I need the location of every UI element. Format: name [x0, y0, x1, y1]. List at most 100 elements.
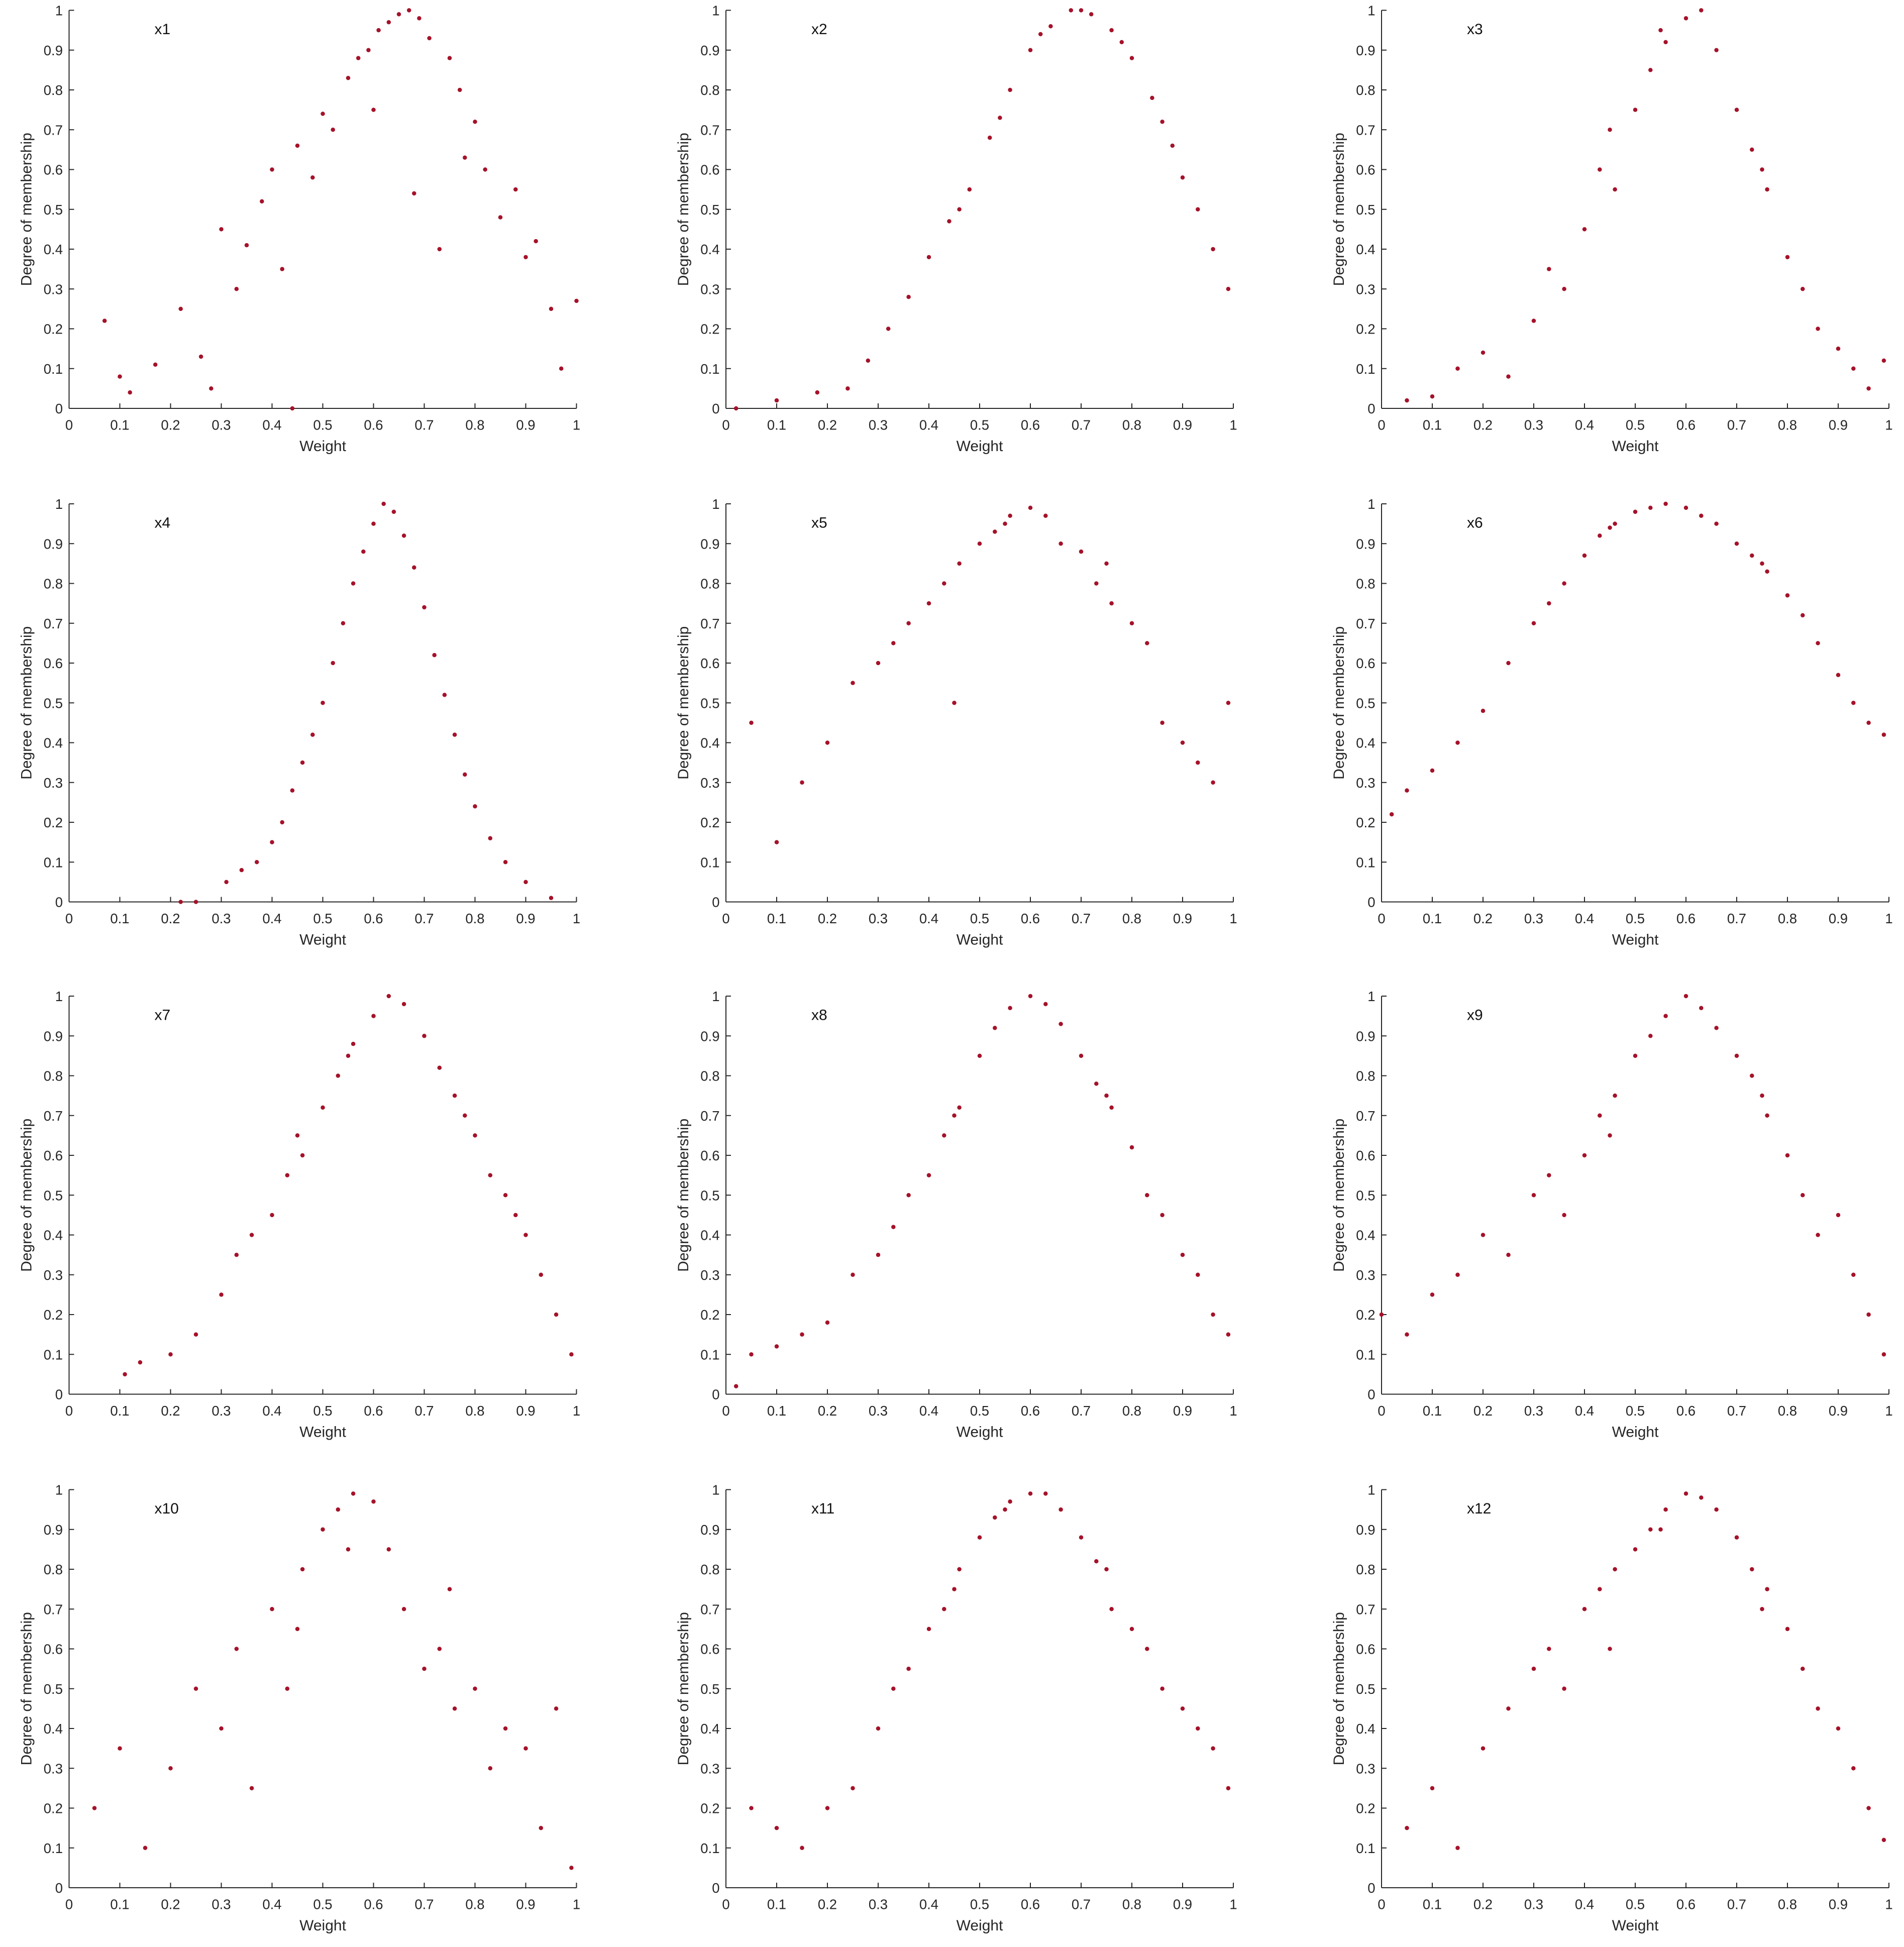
scatter-point: [1226, 701, 1231, 705]
scatter-point: [366, 48, 371, 53]
scatter-point: [1785, 255, 1790, 260]
scatter-point: [1430, 768, 1435, 773]
x-tick-label: 0.4: [1575, 417, 1594, 433]
scatter-point: [1455, 366, 1460, 371]
y-tick-label: 1: [712, 989, 719, 1004]
scatter-point: [1801, 613, 1805, 618]
scatter-point: [346, 75, 351, 80]
y-tick-label: 0.3: [700, 775, 719, 791]
scatter-point: [503, 860, 508, 864]
scatter-point: [118, 374, 122, 379]
scatter-point: [168, 1766, 173, 1771]
x-tick-label: 0.5: [1626, 911, 1645, 926]
y-tick-label: 0.2: [700, 815, 719, 830]
x-tick-label: 0.9: [516, 911, 535, 926]
scatter-point: [260, 199, 264, 204]
scatter-point: [1613, 521, 1617, 526]
scatter-point: [1836, 1726, 1841, 1731]
scatter-point: [346, 1053, 351, 1058]
scatter-point: [749, 720, 754, 725]
subplot-title: x5: [811, 515, 827, 531]
scatter-point: [942, 581, 946, 586]
y-axis-label: Degree of membership: [1331, 1612, 1347, 1765]
y-tick-label: 1: [712, 496, 719, 512]
scatter-point: [92, 1806, 97, 1810]
y-tick-label: 0.8: [700, 576, 719, 592]
x-axis-label: Weight: [957, 1424, 1003, 1441]
y-tick-label: 0: [712, 1387, 719, 1402]
y-tick-label: 0.8: [1356, 576, 1375, 592]
scatter-point: [1765, 1587, 1769, 1591]
x-tick-label: 1: [573, 1897, 580, 1912]
y-tick-label: 0.7: [44, 1601, 63, 1617]
scatter-point: [386, 1547, 391, 1552]
scatter-point: [1648, 505, 1653, 510]
scatter-point: [1836, 1213, 1841, 1218]
scatter-point: [539, 1825, 544, 1830]
x-tick-label: 0.8: [465, 911, 484, 926]
scatter-point: [193, 1686, 198, 1691]
y-tick-label: 0.9: [44, 536, 63, 552]
y-tick-label: 0.3: [1356, 281, 1375, 297]
scatter-point: [178, 900, 183, 904]
y-tick-label: 1: [55, 989, 63, 1004]
y-tick-label: 0.1: [700, 854, 719, 870]
x-tick-label: 0.9: [1829, 417, 1848, 433]
y-tick-label: 0: [55, 1880, 63, 1896]
x-tick-label: 0.8: [1122, 911, 1141, 926]
scatter-point: [1379, 1312, 1384, 1317]
scatter-point: [733, 1384, 738, 1388]
y-tick-label: 0.1: [1356, 361, 1375, 377]
scatter-point: [947, 219, 951, 224]
scatter-point: [1714, 521, 1719, 526]
y-tick-label: 1: [1367, 1482, 1375, 1498]
scatter-point: [422, 1034, 427, 1038]
scatter-point: [1582, 1153, 1587, 1158]
scatter-point: [452, 732, 457, 737]
x-tick-label: 0.5: [313, 417, 332, 433]
x-tick-label: 0: [1378, 1403, 1385, 1419]
x-tick-label: 0: [722, 1403, 729, 1419]
x-tick-label: 0.4: [1575, 1403, 1594, 1419]
scatter-point: [123, 1372, 127, 1377]
x-tick-label: 0.8: [1778, 911, 1797, 926]
scatter-point: [993, 529, 997, 534]
y-tick-label: 0.8: [1356, 1562, 1375, 1577]
scatter-point: [432, 653, 437, 658]
x-axis-label: Weight: [957, 932, 1003, 948]
x-tick-label: 0.3: [1524, 1403, 1543, 1419]
x-tick-label: 0.9: [1173, 417, 1192, 433]
scatter-point: [1129, 56, 1134, 60]
scatter-point: [987, 135, 992, 140]
scatter-point: [942, 1607, 946, 1611]
scatter-point: [1836, 346, 1841, 351]
scatter-point: [774, 398, 779, 403]
x-tick-label: 0.1: [767, 1897, 786, 1912]
scatter-point: [1430, 1786, 1435, 1791]
scatter-point: [1211, 780, 1215, 785]
x-tick-label: 0.4: [1575, 911, 1594, 926]
y-tick-label: 1: [712, 3, 719, 19]
scatter-point: [1506, 374, 1511, 379]
scatter-point: [1881, 1837, 1886, 1843]
scatter-point: [463, 772, 467, 777]
scatter-point: [1816, 1233, 1820, 1237]
subplot-title: x12: [1467, 1500, 1491, 1517]
scatter-point: [1129, 1145, 1134, 1150]
x-tick-label: 0.3: [1524, 1897, 1543, 1912]
x-tick-label: 1: [573, 1403, 580, 1419]
y-tick-label: 1: [712, 1482, 719, 1498]
x-tick-label: 0.6: [1676, 911, 1696, 926]
x-tick-label: 0.1: [110, 417, 129, 433]
scatter-point: [1866, 1806, 1871, 1810]
x-tick-label: 0.6: [1021, 1403, 1040, 1419]
y-tick-label: 0.6: [44, 1642, 63, 1657]
y-tick-label: 0.7: [1356, 122, 1375, 138]
scatter-point: [295, 1133, 300, 1138]
scatter-point: [1633, 509, 1638, 514]
subplot-title: x1: [155, 21, 171, 38]
scatter-point: [1170, 143, 1175, 148]
y-tick-label: 0: [712, 401, 719, 416]
x-tick-label: 0.5: [970, 911, 989, 926]
scatter-point: [193, 1332, 198, 1337]
